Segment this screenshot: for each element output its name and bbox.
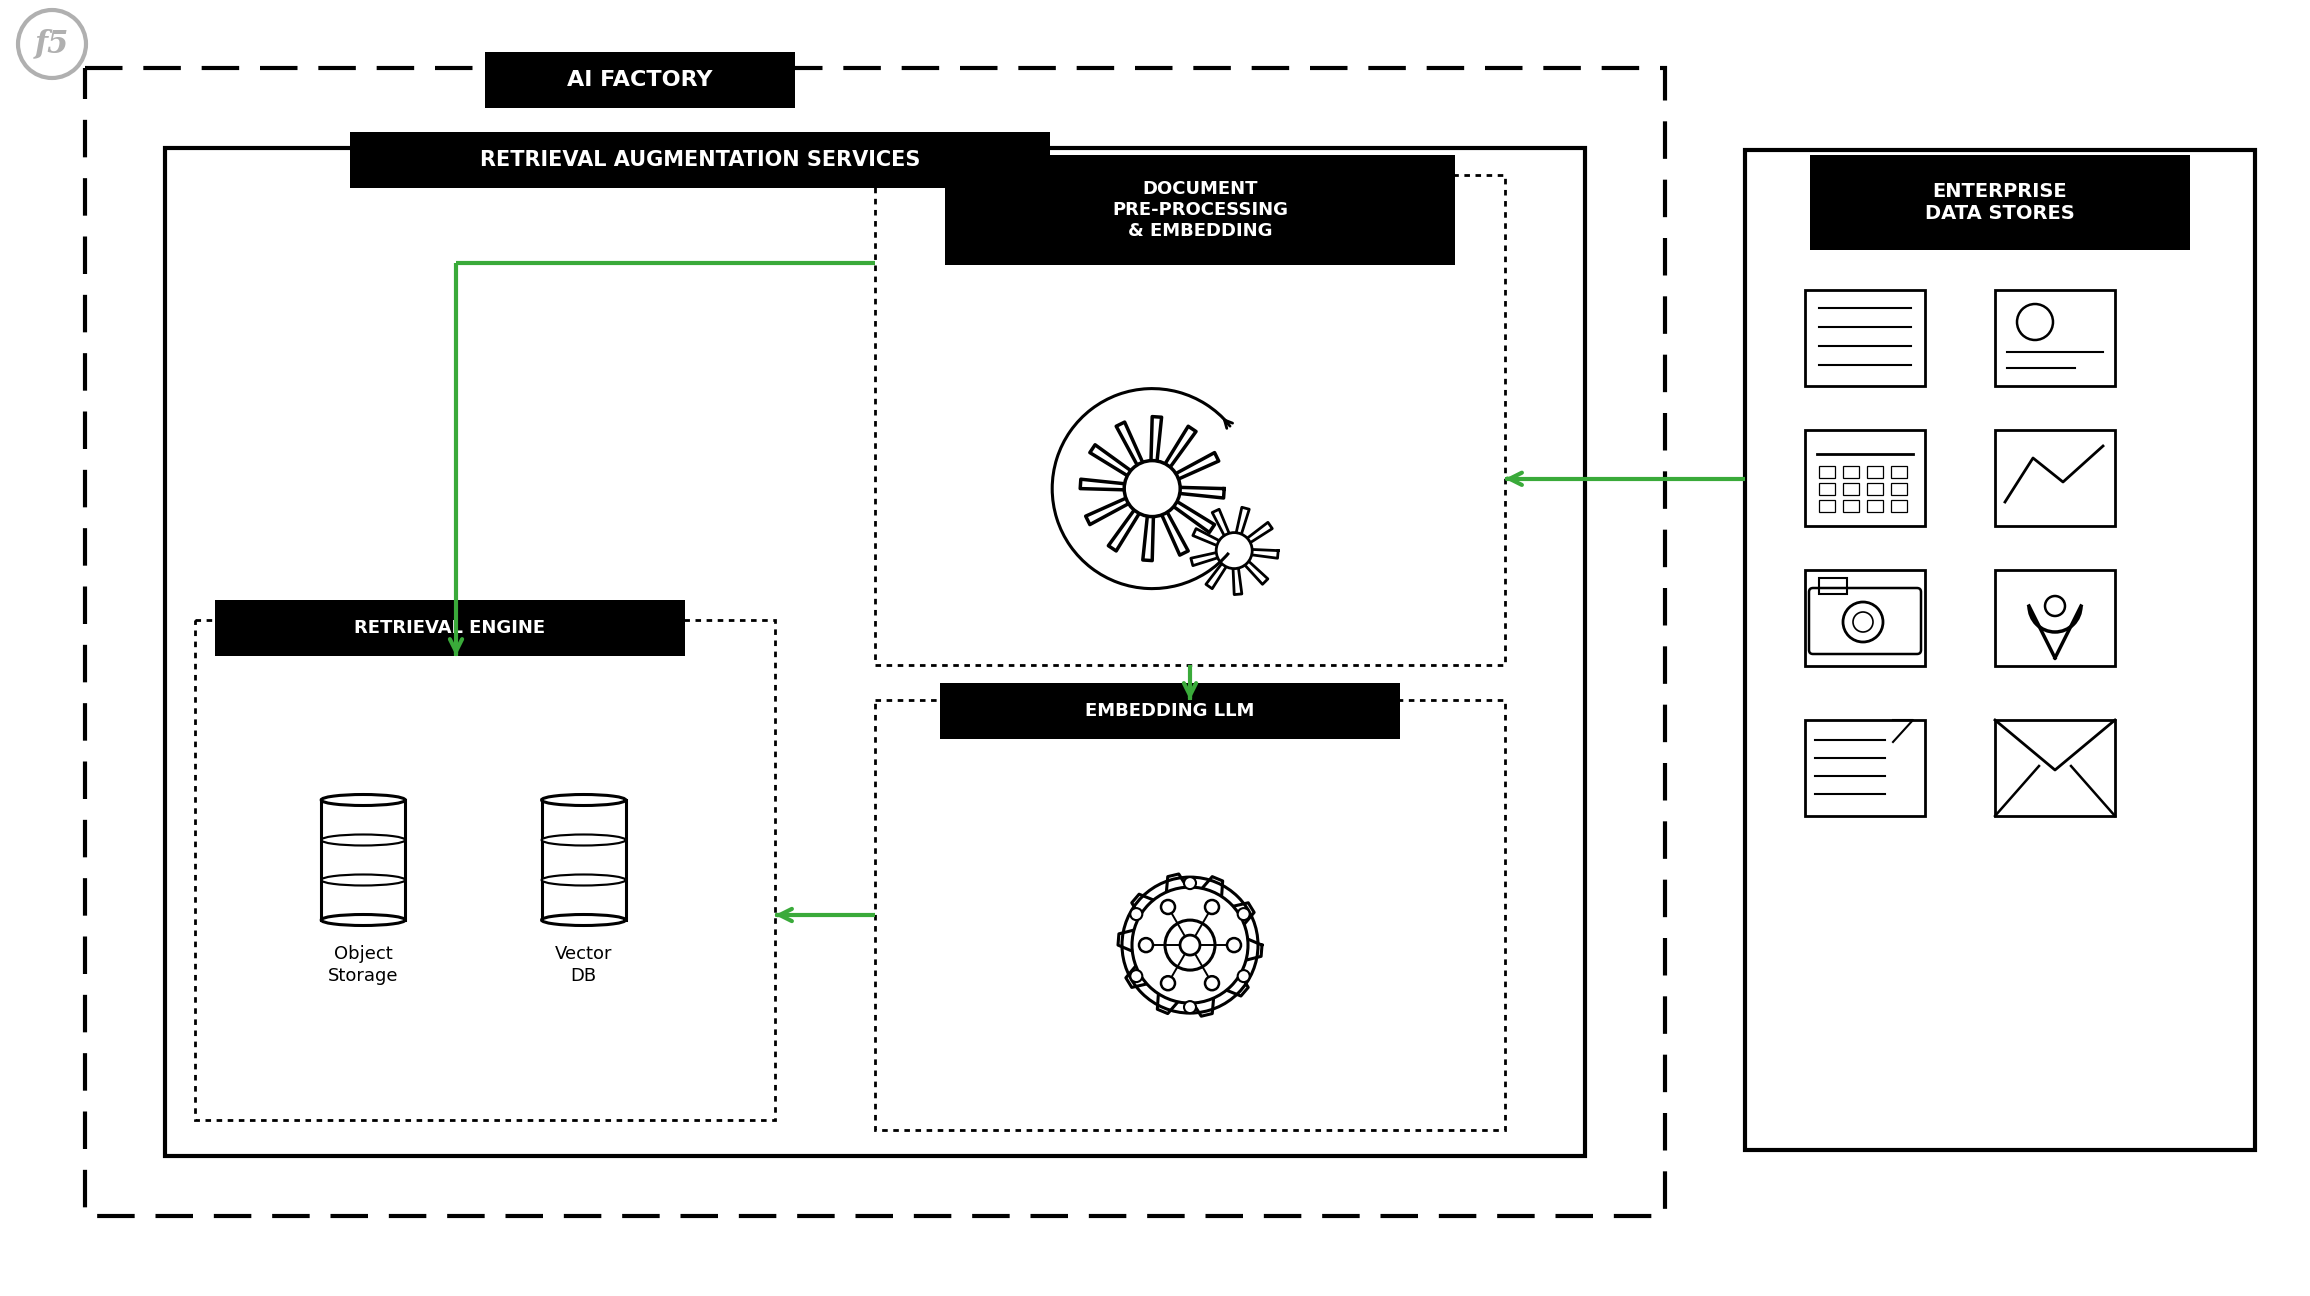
Text: EMBEDDING LLM: EMBEDDING LLM [1086,702,1254,721]
Circle shape [1227,938,1240,953]
Bar [1811,156,2190,250]
Circle shape [1162,976,1176,990]
Ellipse shape [541,794,626,806]
Circle shape [1215,533,1252,569]
Circle shape [1180,936,1199,955]
Bar [940,683,1400,739]
Ellipse shape [321,835,404,845]
Ellipse shape [541,915,626,925]
Circle shape [1238,908,1250,920]
Bar [1804,721,1924,816]
Text: Object
Storage: Object Storage [328,945,397,985]
Ellipse shape [321,794,404,806]
Bar [164,148,1585,1156]
Bar [1996,721,2116,816]
Bar [1818,483,1834,495]
Bar [1866,483,1883,495]
Circle shape [1130,971,1143,982]
Circle shape [1238,971,1250,982]
Bar [1996,290,2116,386]
Bar [215,600,686,656]
Circle shape [1130,908,1143,920]
Bar [1818,500,1834,512]
Bar [945,156,1455,264]
Bar [1843,483,1860,495]
Bar [1843,467,1860,478]
Text: RETRIEVAL ENGINE: RETRIEVAL ENGINE [353,619,545,638]
Bar [1996,570,2116,666]
Bar [1996,430,2116,526]
FancyBboxPatch shape [1809,588,1922,654]
Bar [1818,578,1848,594]
Circle shape [1139,938,1153,953]
Text: AI FACTORY: AI FACTORY [568,70,714,89]
Bar [485,52,795,108]
Bar [1892,500,1908,512]
Ellipse shape [541,875,626,885]
Bar [1843,500,1860,512]
Circle shape [1185,1001,1197,1013]
Bar [1866,500,1883,512]
Circle shape [1162,899,1176,914]
Bar [351,132,1051,188]
Bar [1866,467,1883,478]
Circle shape [1132,886,1247,1003]
Circle shape [1185,877,1197,889]
Ellipse shape [321,915,404,925]
Circle shape [1206,899,1220,914]
Text: ENTERPRISE
DATA STORES: ENTERPRISE DATA STORES [1924,181,2074,223]
Text: f5: f5 [35,29,69,60]
Circle shape [2044,596,2065,616]
Text: RETRIEVAL AUGMENTATION SERVICES: RETRIEVAL AUGMENTATION SERVICES [480,150,919,170]
Ellipse shape [321,875,404,885]
Text: DOCUMENT
PRE-PROCESSING
& EMBEDDING: DOCUMENT PRE-PROCESSING & EMBEDDING [1111,180,1289,241]
Ellipse shape [541,835,626,845]
Bar [1744,150,2255,1150]
Circle shape [1125,460,1180,517]
Bar [1804,570,1924,666]
Bar [1804,430,1924,526]
Bar [1892,467,1908,478]
Text: Vector
DB: Vector DB [554,945,612,985]
Circle shape [1206,976,1220,990]
Bar [1892,483,1908,495]
Bar [1818,467,1834,478]
Bar [1804,290,1924,386]
